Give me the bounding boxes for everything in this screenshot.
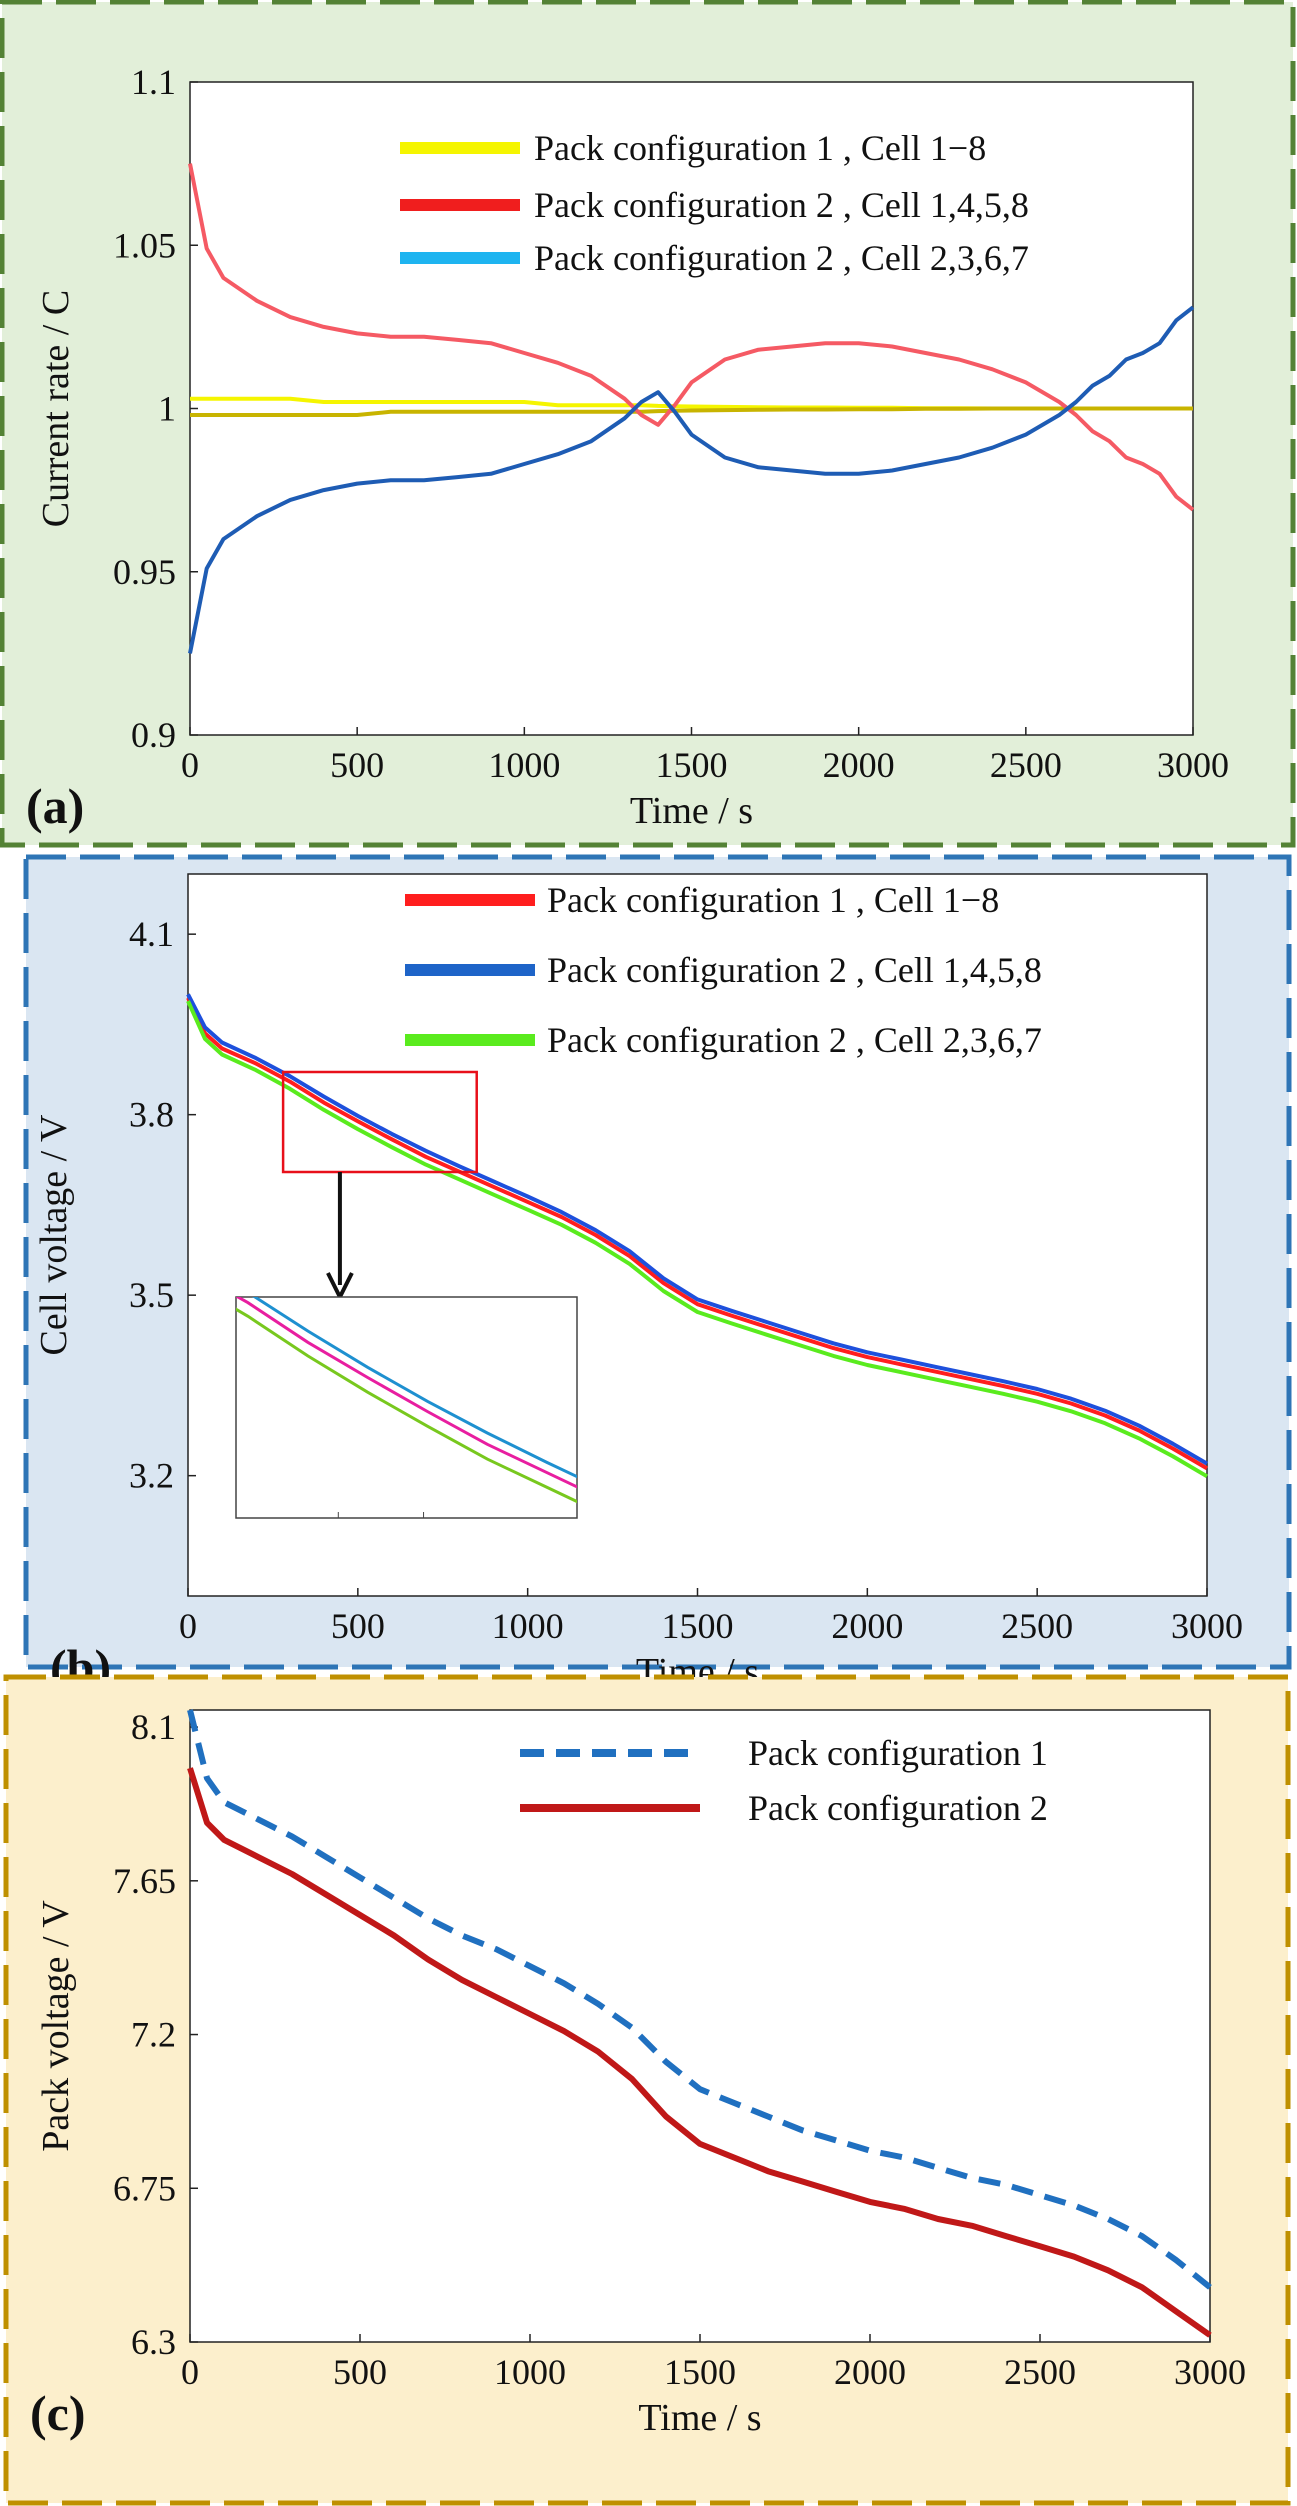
y-tick-label: 3.8 [129, 1095, 174, 1135]
inset-series-line-0 [236, 1297, 577, 1489]
x-axis-label: Time / s [630, 790, 753, 832]
x-tick-label: 3000 [1157, 745, 1229, 785]
y-tick-label: 6.75 [113, 2168, 176, 2208]
inset-series-line-1 [252, 1297, 577, 1479]
panel-c: 0 500 1000 1500 2000 2500 3000 6.3 6.75 7.2 7.65 8.… [3, 1674, 1291, 2506]
y-tick-label: 4.1 [129, 914, 174, 954]
x-tick-label: 500 [331, 1606, 385, 1646]
series-line-1 [190, 406, 1193, 417]
x-tick-label: 0 [181, 745, 199, 785]
y-tick-label: 3.2 [129, 1456, 174, 1496]
x-tick-label: 3000 [1174, 2352, 1246, 2392]
panel-label: (c) [30, 2385, 86, 2441]
y-axis-label: Cell voltage / V [33, 1114, 75, 1356]
x-tick-label: 500 [333, 2352, 387, 2392]
y-tick-label: 1 [158, 389, 176, 429]
y-tick-label: 3.5 [129, 1275, 174, 1315]
x-tick-label: 1500 [664, 2352, 736, 2392]
x-tick-label: 1500 [662, 1606, 734, 1646]
legend-label: Pack configuration 2 , Cell 1,4,5,8 [547, 950, 1042, 990]
series-line-1 [186, 993, 1209, 1466]
series-line-0 [186, 997, 1209, 1471]
legend-label: Pack configuration 2 , Cell 2,3,6,7 [547, 1020, 1042, 1060]
x-tick-label: 2000 [834, 2352, 906, 2392]
y-tick-label: 8.1 [131, 1707, 176, 1747]
y-tick-label: 1.05 [113, 225, 176, 265]
legend-label: Pack configuration 2 , Cell 2,3,6,7 [534, 238, 1029, 278]
x-tick-label: 2500 [990, 745, 1062, 785]
series-line-2 [186, 1000, 1209, 1479]
y-tick-label: 1.1 [131, 62, 176, 102]
x-tick-label: 2500 [1004, 2352, 1076, 2392]
y-tick-label: 0.9 [131, 715, 176, 755]
x-tick-label: 1000 [488, 745, 560, 785]
x-tick-label: 1000 [494, 2352, 566, 2392]
plot-area [189, 1709, 1211, 2343]
x-tick-label: 2500 [1001, 1606, 1073, 1646]
series-line-2 [188, 163, 1195, 512]
inset-series-line-2 [236, 1307, 577, 1504]
legend-label: Pack configuration 2 [748, 1788, 1048, 1828]
legend-label: Pack configuration 1 , Cell 1−8 [547, 880, 999, 920]
legend-label: Pack configuration 1 [748, 1733, 1048, 1773]
panel-a: 0 500 1000 1500 2000 2500 3000 0.9 0.95 1 1.05 1.1 T… [0, 0, 1296, 848]
x-tick-label: 3000 [1171, 1606, 1243, 1646]
x-tick-label: 0 [181, 2352, 199, 2392]
panel-b: 0 500 1000 1500 2000 2500 30003.23.53.84.1Time… [23, 854, 1292, 1695]
y-tick-label: 7.65 [113, 1861, 176, 1901]
x-tick-label: 2000 [823, 745, 895, 785]
x-tick-label: 500 [330, 745, 384, 785]
series-line-1 [187, 1767, 1212, 2338]
x-axis-label: Time / s [638, 2397, 761, 2439]
legend-label: Pack configuration 2 , Cell 1,4,5,8 [534, 185, 1029, 225]
x-tick-label: 0 [179, 1606, 197, 1646]
x-tick-label: 1500 [656, 745, 728, 785]
zoom-window [281, 1070, 478, 1174]
y-axis-label: Pack voltage / V [35, 1900, 77, 2152]
x-tick-label: 2000 [831, 1606, 903, 1646]
panel-label: (a) [26, 778, 84, 834]
series-line-3 [188, 305, 1195, 654]
x-tick-label: 1000 [492, 1606, 564, 1646]
series-line-0 [187, 1709, 1212, 2290]
y-tick-label: 7.2 [131, 2015, 176, 2055]
legend-label: Pack configuration 1 , Cell 1−8 [534, 128, 986, 168]
y-axis-label: Current rate / C [35, 290, 77, 527]
y-tick-label: 6.3 [131, 2322, 176, 2362]
y-tick-label: 0.95 [113, 552, 176, 592]
